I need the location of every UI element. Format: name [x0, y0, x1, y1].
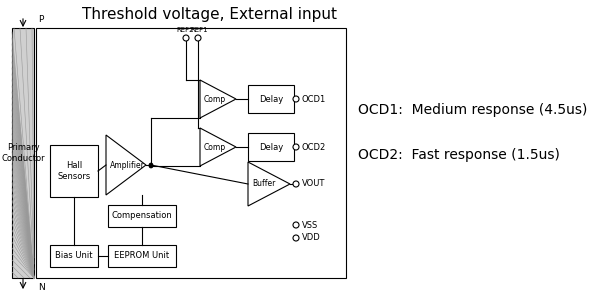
- Bar: [108, 245, 176, 267]
- Circle shape: [293, 235, 299, 241]
- Text: VOUT: VOUT: [302, 180, 325, 188]
- Bar: [248, 133, 294, 161]
- Text: Delay: Delay: [259, 142, 283, 151]
- Text: Primary
Conductor: Primary Conductor: [1, 143, 45, 163]
- Circle shape: [183, 35, 189, 41]
- Circle shape: [293, 144, 299, 150]
- Text: VSS: VSS: [302, 220, 318, 230]
- Text: Buffer: Buffer: [252, 180, 275, 188]
- Bar: [248, 85, 294, 113]
- Bar: [36, 28, 346, 278]
- Text: VDD: VDD: [302, 234, 321, 243]
- Text: Amplifier: Amplifier: [110, 161, 145, 169]
- Text: REF2: REF2: [176, 27, 194, 33]
- Polygon shape: [200, 80, 236, 118]
- Polygon shape: [200, 128, 236, 166]
- Text: OCD2:  Fast response (1.5us): OCD2: Fast response (1.5us): [358, 148, 560, 162]
- Text: Comp: Comp: [204, 142, 226, 151]
- Text: Compensation: Compensation: [112, 212, 172, 220]
- Bar: [12, 28, 34, 278]
- Circle shape: [293, 181, 299, 187]
- Polygon shape: [106, 135, 146, 195]
- Bar: [50, 145, 98, 197]
- Text: N: N: [38, 283, 45, 293]
- Text: P: P: [38, 15, 43, 25]
- Text: OCD2: OCD2: [302, 142, 326, 151]
- Text: Threshold voltage, External input: Threshold voltage, External input: [83, 7, 337, 22]
- Circle shape: [293, 222, 299, 228]
- Text: REF1: REF1: [190, 27, 208, 33]
- Bar: [50, 245, 98, 267]
- Circle shape: [149, 164, 153, 168]
- Text: Hall
Sensors: Hall Sensors: [58, 161, 91, 181]
- Circle shape: [149, 163, 153, 167]
- Circle shape: [293, 96, 299, 102]
- Text: Comp: Comp: [204, 95, 226, 103]
- Text: EEPROM Unit: EEPROM Unit: [115, 251, 170, 261]
- Bar: [108, 205, 176, 227]
- Text: OCD1: OCD1: [302, 95, 326, 103]
- Polygon shape: [248, 162, 290, 206]
- Text: Bias Unit: Bias Unit: [55, 251, 93, 261]
- Text: OCD1:  Medium response (4.5us): OCD1: Medium response (4.5us): [358, 103, 587, 117]
- Circle shape: [195, 35, 201, 41]
- Text: Delay: Delay: [259, 95, 283, 103]
